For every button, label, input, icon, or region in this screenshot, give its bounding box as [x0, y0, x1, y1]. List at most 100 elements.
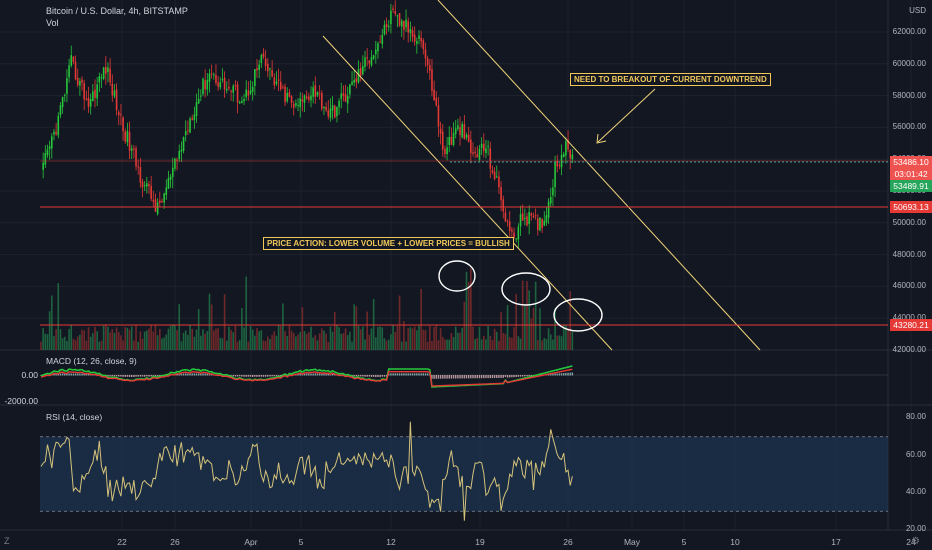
- candle-body: [189, 118, 191, 133]
- volume-bar: [238, 339, 241, 350]
- volume-bar: [457, 332, 459, 350]
- volume-highlight-circle: [501, 272, 551, 306]
- candle-body: [217, 82, 219, 87]
- volume-bar: [351, 341, 353, 350]
- candle-body: [159, 200, 161, 203]
- grid-lines: [0, 0, 932, 531]
- candle-body: [111, 83, 114, 96]
- candle-body: [195, 102, 198, 116]
- volume-bar: [444, 339, 446, 350]
- candle-body: [340, 93, 343, 99]
- macd-histogram-bar: [234, 375, 237, 377]
- macd-histogram-bar: [122, 375, 124, 377]
- candle-body: [467, 134, 470, 142]
- candle-body: [213, 74, 215, 76]
- macd-label[interactable]: MACD (12, 26, close, 9): [46, 356, 137, 366]
- macd-histogram-bar: [396, 373, 399, 376]
- settings-gear-icon[interactable]: ⚙: [911, 536, 920, 547]
- date-axis-label: 17: [831, 537, 841, 547]
- macd-histogram-bar: [245, 375, 247, 377]
- candle-body: [480, 143, 483, 149]
- volume-bar: [79, 334, 81, 350]
- candle-body: [463, 124, 466, 139]
- annotation-price-action[interactable]: PRICE ACTION: LOWER VOLUME + LOWER PRICE…: [263, 237, 514, 250]
- candle-body: [478, 148, 481, 160]
- candle-body: [567, 139, 569, 150]
- macd-histogram-bar: [457, 375, 459, 379]
- volume-bar: [275, 335, 278, 350]
- volume-bar: [85, 340, 88, 350]
- volume-bar: [219, 337, 222, 350]
- volume-bar: [502, 333, 505, 350]
- candle-body: [366, 57, 368, 59]
- candle-body: [385, 24, 388, 28]
- annotation-breakout[interactable]: NEED TO BREAKOUT OF CURRENT DOWNTREND: [570, 73, 771, 86]
- volume-bar: [513, 327, 515, 350]
- macd-histogram-bar: [519, 375, 522, 377]
- date-axis-label: 26: [170, 537, 180, 547]
- volume-bar: [312, 337, 314, 350]
- volume-bar: [485, 339, 487, 350]
- symbol-title[interactable]: Bitcoin / U.S. Dollar, 4h, BITSTAMP: [46, 6, 188, 16]
- volume-bar: [465, 271, 468, 350]
- candle-body: [517, 226, 520, 240]
- macd-histogram-bar: [416, 373, 418, 376]
- support-lower-tag: 43280.21: [890, 319, 932, 331]
- macd-histogram-bar: [176, 374, 178, 376]
- volume-bar: [437, 340, 440, 350]
- volume-bar: [51, 295, 53, 350]
- volume-bar: [165, 334, 168, 350]
- rsi-label[interactable]: RSI (14, close): [46, 412, 103, 422]
- volume-bar: [206, 331, 209, 350]
- volume-bar: [169, 325, 172, 350]
- candle-body: [461, 123, 463, 138]
- candle-body: [528, 211, 530, 224]
- macd-histogram-bar: [185, 373, 187, 376]
- candle-body: [249, 90, 252, 94]
- volume-bar: [204, 333, 206, 350]
- macd-histogram-bar: [513, 375, 515, 378]
- candle-body: [502, 199, 505, 212]
- volume-bar: [459, 332, 461, 350]
- candle-body: [264, 58, 267, 67]
- candle-body: [321, 92, 323, 109]
- macd-histogram-bar: [113, 375, 116, 377]
- macd-histogram-bar: [547, 374, 550, 376]
- candle-body: [230, 90, 232, 92]
- candle-body: [541, 219, 543, 228]
- volume-bar: [295, 336, 297, 350]
- macd-histogram-bar: [59, 373, 62, 376]
- candle-body: [92, 91, 94, 102]
- macd-histogram-bar: [143, 375, 146, 377]
- volume-bar: [126, 327, 129, 350]
- candle-body: [308, 96, 310, 100]
- tradingview-logo-icon[interactable]: Z: [4, 536, 10, 546]
- volume-bar: [89, 336, 92, 350]
- macd-histogram-bar: [55, 374, 57, 376]
- volume-bar: [202, 329, 204, 350]
- volume-bar: [111, 329, 114, 350]
- volume-bar: [407, 328, 409, 350]
- volume-bar: [92, 333, 94, 350]
- candle-body: [396, 15, 399, 17]
- candle-body: [398, 13, 401, 26]
- macd-histogram-bar: [526, 375, 528, 377]
- candle-body: [407, 21, 409, 33]
- volume-bar: [556, 335, 559, 350]
- volume-bar: [364, 339, 366, 350]
- macd-histogram-bar: [327, 373, 329, 376]
- candle-body: [236, 84, 239, 103]
- volume-bar: [297, 334, 299, 350]
- candle-body: [485, 148, 487, 154]
- candle-body: [487, 146, 489, 148]
- macd-histogram-bar: [139, 375, 142, 377]
- macd-histogram-bar: [115, 375, 118, 377]
- volume-bar: [511, 337, 513, 350]
- volume-bar: [435, 324, 438, 350]
- volume-bar: [163, 337, 165, 350]
- macd-histogram-bar: [126, 375, 129, 377]
- candle-body: [372, 55, 375, 59]
- rsi-line: [40, 421, 573, 521]
- candle-body: [470, 139, 472, 154]
